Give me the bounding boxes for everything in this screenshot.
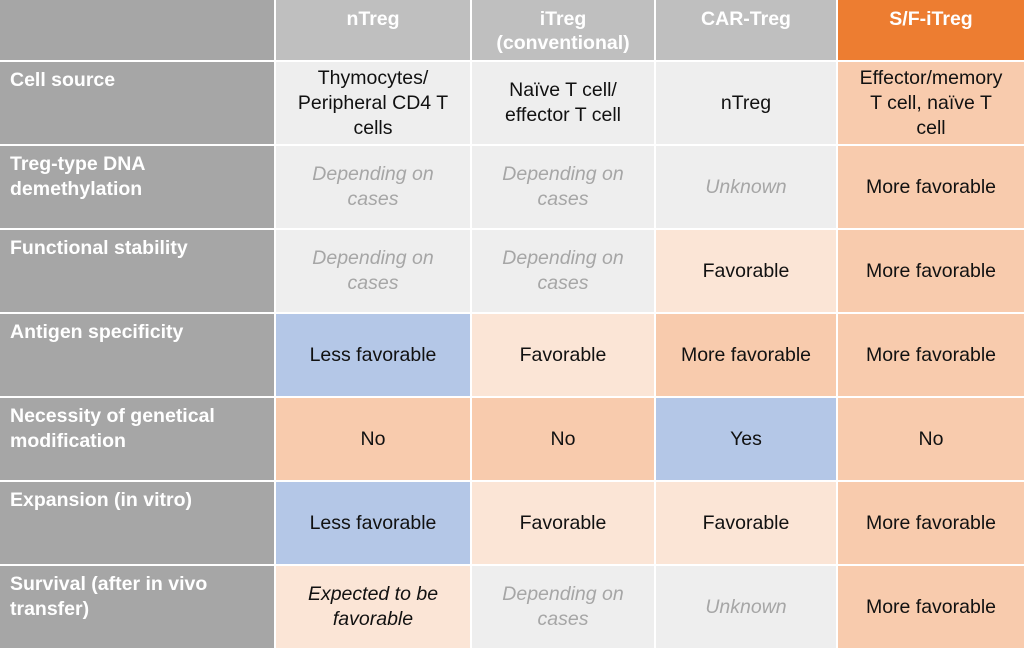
- table-cell: More favorable: [838, 482, 1024, 566]
- table-cell: Thymocytes/ Peripheral CD4 T cells: [276, 62, 472, 146]
- table-cell: Unknown: [656, 566, 838, 650]
- column-header: iTreg (conventional): [472, 0, 656, 62]
- table-cell: More favorable: [838, 230, 1024, 314]
- table-cell: More favorable: [838, 146, 1024, 230]
- table-cell: More favorable: [838, 566, 1024, 650]
- row-header: Antigen specificity: [0, 314, 276, 398]
- table-cell: Depending on cases: [472, 146, 656, 230]
- row-header: Functional stability: [0, 230, 276, 314]
- table-cell: Favorable: [656, 230, 838, 314]
- table-cell: More favorable: [838, 314, 1024, 398]
- row-header: Necessity of genetical modification: [0, 398, 276, 482]
- table-cell: Yes: [656, 398, 838, 482]
- row-header: Survival (after in vivo transfer): [0, 566, 276, 650]
- table-cell: Naïve T cell/ effector T cell: [472, 62, 656, 146]
- table-cell: Depending on cases: [472, 230, 656, 314]
- column-header: CAR-Treg: [656, 0, 838, 62]
- row-header: Treg-type DNA demethylation: [0, 146, 276, 230]
- table-cell: Less favorable: [276, 482, 472, 566]
- table-cell: Depending on cases: [276, 230, 472, 314]
- table-cell: nTreg: [656, 62, 838, 146]
- table-cell: Favorable: [472, 482, 656, 566]
- table-cell: Effector/memory T cell, naïve T cell: [838, 62, 1024, 146]
- table-cell: No: [276, 398, 472, 482]
- table-cell: Depending on cases: [276, 146, 472, 230]
- row-header: Cell source: [0, 62, 276, 146]
- table-corner-cell: [0, 0, 276, 62]
- table-cell: Less favorable: [276, 314, 472, 398]
- table-cell: More favorable: [656, 314, 838, 398]
- table-cell: Depending on cases: [472, 566, 656, 650]
- column-header: S/F-iTreg: [838, 0, 1024, 62]
- table-cell: No: [838, 398, 1024, 482]
- table-cell: Favorable: [656, 482, 838, 566]
- table-cell: Favorable: [472, 314, 656, 398]
- table-cell: No: [472, 398, 656, 482]
- table-cell: Unknown: [656, 146, 838, 230]
- column-header: nTreg: [276, 0, 472, 62]
- row-header: Expansion (in vitro): [0, 482, 276, 566]
- table-cell: Expected to be favorable: [276, 566, 472, 650]
